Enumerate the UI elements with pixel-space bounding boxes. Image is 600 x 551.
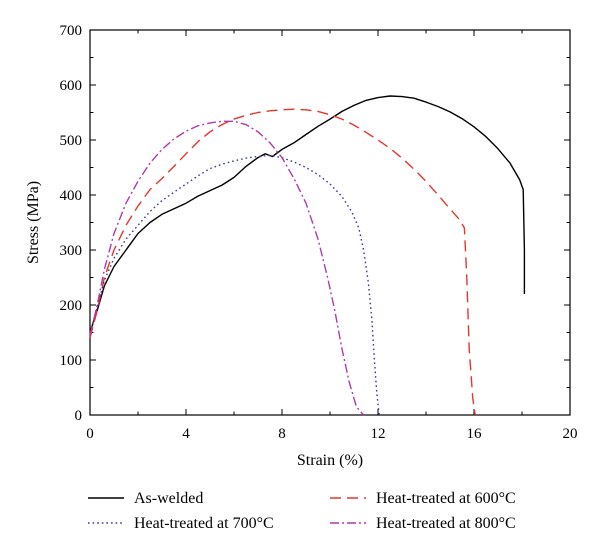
plot-area-border bbox=[89, 29, 571, 416]
y-tick-label: 500 bbox=[60, 133, 83, 149]
legend-label-1: As-welded bbox=[134, 490, 203, 507]
series-line-2 bbox=[89, 108, 476, 416]
legend: As-welded Heat-treated at 600°C Heat-treat… bbox=[88, 490, 516, 532]
x-tick-label: 8 bbox=[278, 426, 286, 442]
y-tick-label: 0 bbox=[75, 408, 83, 424]
legend-label-2: Heat-treated at 600°C bbox=[376, 490, 516, 507]
x-tick-label: 16 bbox=[467, 426, 483, 442]
y-axis-ticks: 0 100 200 300 400 500 600 700 bbox=[60, 23, 570, 424]
x-axis-ticks: 0 4 8 12 16 20 bbox=[86, 30, 578, 442]
y-tick-label: 700 bbox=[60, 23, 83, 39]
y-tick-label: 200 bbox=[60, 298, 83, 314]
y-axis-title: Stress (MPa) bbox=[25, 181, 42, 264]
x-tick-label: 0 bbox=[86, 426, 94, 442]
y-tick-label: 100 bbox=[60, 353, 83, 369]
series-layer bbox=[89, 95, 526, 416]
y-tick-label: 300 bbox=[60, 243, 83, 259]
x-tick-label: 20 bbox=[563, 426, 578, 442]
plot-frame bbox=[89, 29, 571, 416]
y-tick-label: 400 bbox=[60, 188, 83, 204]
x-tick-label: 4 bbox=[182, 426, 190, 442]
legend-label-4: Heat-treated at 800°C bbox=[376, 515, 516, 532]
x-tick-label: 12 bbox=[371, 426, 386, 442]
legend-label-3: Heat-treated at 700°C bbox=[134, 515, 274, 532]
series-line-1 bbox=[89, 95, 526, 333]
x-axis-title: Strain (%) bbox=[297, 452, 363, 469]
series-line-3 bbox=[89, 154, 380, 416]
series-line-4 bbox=[89, 120, 365, 416]
y-tick-label: 600 bbox=[60, 78, 83, 94]
